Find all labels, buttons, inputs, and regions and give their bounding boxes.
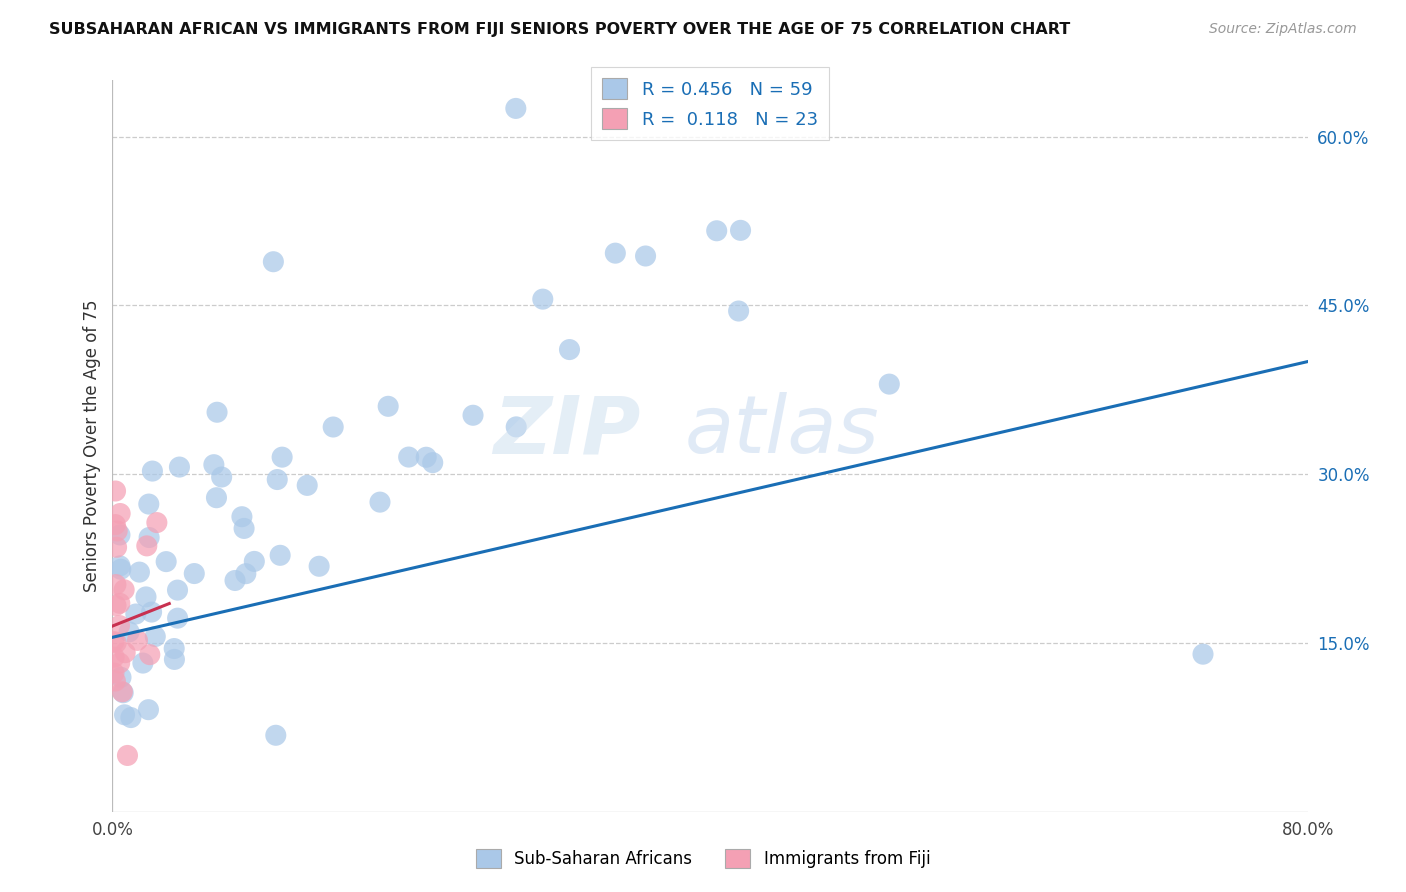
Point — [322, 420, 344, 434]
Point — [233, 521, 256, 535]
Point — [139, 648, 162, 662]
Point — [558, 343, 581, 357]
Point — [114, 707, 136, 722]
Point — [141, 464, 163, 478]
Point — [271, 450, 294, 464]
Point — [141, 605, 163, 619]
Point — [415, 450, 437, 465]
Point — [727, 304, 749, 318]
Point — [104, 599, 127, 613]
Point — [308, 559, 330, 574]
Point — [169, 460, 191, 475]
Point — [262, 254, 284, 268]
Point — [146, 516, 169, 530]
Point — [112, 582, 135, 597]
Point — [135, 590, 157, 604]
Point — [120, 710, 142, 724]
Point — [879, 377, 901, 392]
Point — [243, 554, 266, 568]
Point — [108, 656, 131, 670]
Point — [104, 483, 127, 498]
Point — [706, 224, 728, 238]
Point — [132, 656, 155, 670]
Point — [531, 292, 554, 306]
Point — [103, 650, 125, 665]
Point — [117, 748, 139, 763]
Point — [183, 566, 205, 581]
Point — [114, 646, 136, 660]
Point — [105, 524, 128, 538]
Point — [110, 562, 132, 576]
Point — [377, 400, 399, 414]
Point — [205, 405, 228, 419]
Point — [118, 624, 141, 639]
Point — [202, 458, 225, 472]
Text: ZIP: ZIP — [494, 392, 640, 470]
Text: Source: ZipAtlas.com: Source: ZipAtlas.com — [1209, 22, 1357, 37]
Point — [166, 583, 188, 598]
Point — [368, 495, 391, 509]
Point — [111, 685, 134, 699]
Point — [108, 618, 131, 632]
Point — [634, 249, 657, 263]
Point — [266, 473, 288, 487]
Point — [205, 491, 228, 505]
Point — [1192, 647, 1215, 661]
Legend: R = 0.456   N = 59, R =  0.118   N = 23: R = 0.456 N = 59, R = 0.118 N = 23 — [592, 68, 828, 140]
Point — [163, 641, 186, 656]
Text: SUBSAHARAN AFRICAN VS IMMIGRANTS FROM FIJI SENIORS POVERTY OVER THE AGE OF 75 CO: SUBSAHARAN AFRICAN VS IMMIGRANTS FROM FI… — [49, 22, 1070, 37]
Point — [269, 549, 291, 563]
Point — [264, 728, 287, 742]
Point — [138, 497, 160, 511]
Point — [127, 633, 149, 648]
Point — [103, 634, 125, 648]
Y-axis label: Seniors Poverty Over the Age of 75: Seniors Poverty Over the Age of 75 — [83, 300, 101, 592]
Point — [135, 539, 157, 553]
Point — [105, 541, 128, 555]
Point — [108, 528, 131, 542]
Point — [110, 670, 132, 684]
Point — [104, 673, 127, 688]
Point — [224, 574, 246, 588]
Point — [108, 596, 131, 610]
Point — [112, 686, 135, 700]
Point — [605, 246, 627, 260]
Point — [730, 223, 752, 237]
Point — [125, 607, 148, 621]
Point — [138, 531, 160, 545]
Point — [295, 478, 318, 492]
Point — [108, 507, 131, 521]
Text: atlas: atlas — [685, 392, 879, 470]
Point — [211, 470, 233, 484]
Point — [422, 456, 444, 470]
Point — [138, 703, 160, 717]
Point — [105, 636, 128, 650]
Point — [231, 509, 253, 524]
Point — [128, 565, 150, 579]
Point — [235, 566, 257, 581]
Point — [108, 558, 131, 573]
Legend: Sub-Saharan Africans, Immigrants from Fiji: Sub-Saharan Africans, Immigrants from Fi… — [470, 843, 936, 875]
Point — [166, 611, 188, 625]
Point — [505, 420, 527, 434]
Point — [155, 555, 177, 569]
Point — [505, 102, 527, 116]
Point — [103, 665, 125, 680]
Point — [143, 630, 166, 644]
Point — [104, 577, 127, 591]
Point — [398, 450, 420, 464]
Point — [104, 517, 127, 532]
Point — [461, 409, 484, 423]
Point — [163, 652, 186, 666]
